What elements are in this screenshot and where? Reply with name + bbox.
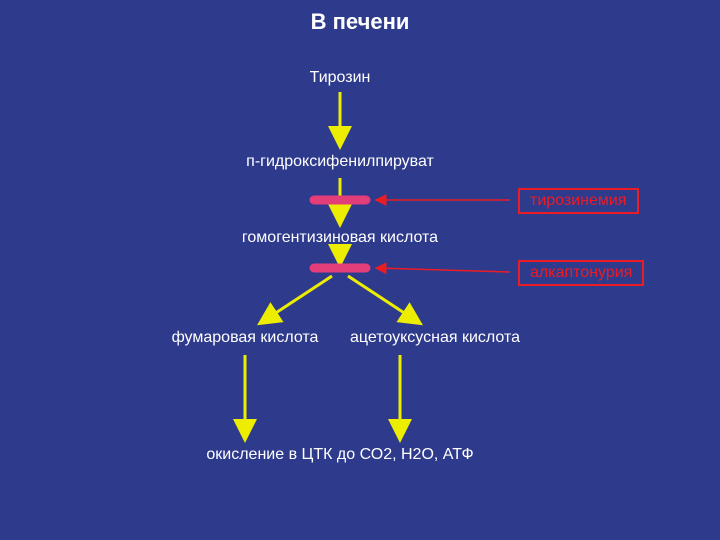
diagram-canvas: В печени Тирозин п-гидроксифенилпируват … xyxy=(0,0,720,540)
node-phpp: п-гидроксифенилпируват xyxy=(246,153,434,171)
disease-alkaptonuria: алкаптонурия xyxy=(518,260,644,286)
disease-tyrosinemia: тирозинемия xyxy=(518,188,639,214)
node-tyrosine: Тирозин xyxy=(310,69,371,87)
node-acetoacetate: ацетоуксусная кислота xyxy=(350,329,520,347)
page-title: В печени xyxy=(311,9,410,35)
node-fumarate: фумаровая кислота xyxy=(172,329,319,347)
node-hga: гомогентизиновая кислота xyxy=(242,229,438,247)
node-oxidation: окисление в ЦТК до СО2, Н2О, АТФ xyxy=(206,446,473,464)
